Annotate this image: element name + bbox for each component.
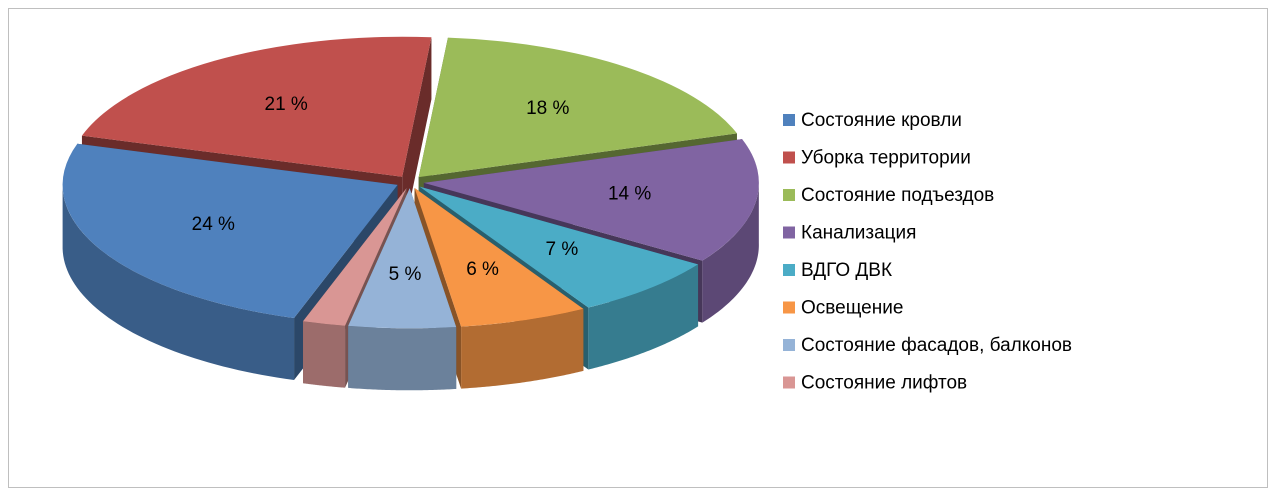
- legend-label: ВДГО ДВК: [801, 260, 892, 281]
- slice: [423, 139, 759, 261]
- legend-label: Состояние лифтов: [801, 373, 967, 394]
- slice: [414, 187, 584, 327]
- slice: [62, 143, 398, 319]
- data-label: 5 %: [389, 264, 422, 285]
- slice-side: [402, 37, 432, 239]
- slice-wall: [702, 180, 759, 323]
- legend-swatch: [783, 339, 795, 351]
- legend-swatch: [783, 226, 795, 239]
- slice-wall: [303, 321, 346, 388]
- legend-label: Канализация: [801, 223, 916, 244]
- legend-label: Состояние фасадов, балконов: [801, 335, 1072, 356]
- data-label: 21 %: [265, 94, 308, 115]
- slice-group: [348, 188, 457, 391]
- legend-label: Состояние кровли: [801, 110, 962, 131]
- slice-wall: [62, 183, 295, 381]
- legend-swatch: [783, 189, 795, 201]
- data-label: 24 %: [192, 214, 235, 235]
- slice-wall: [461, 308, 584, 389]
- slice: [418, 37, 737, 178]
- slice: [348, 188, 457, 329]
- data-label: 14 %: [608, 184, 651, 205]
- legend-label: Уборка территории: [801, 148, 971, 169]
- slice: [419, 186, 699, 308]
- legend-swatch: [783, 301, 795, 314]
- slice: [81, 36, 432, 177]
- data-label: 7 %: [545, 239, 578, 260]
- slice: [303, 188, 407, 326]
- legend-label: Состояние подъездов: [801, 185, 994, 206]
- legend-swatch: [783, 114, 795, 126]
- legend-swatch: [783, 151, 795, 164]
- legend-swatch: [783, 264, 795, 276]
- data-label: 18 %: [526, 98, 569, 119]
- slice-wall: [588, 264, 699, 370]
- data-label: 6 %: [466, 259, 499, 280]
- slice-wall: [348, 325, 457, 391]
- legend-label: Освещение: [801, 298, 903, 319]
- legend-swatch: [783, 376, 795, 389]
